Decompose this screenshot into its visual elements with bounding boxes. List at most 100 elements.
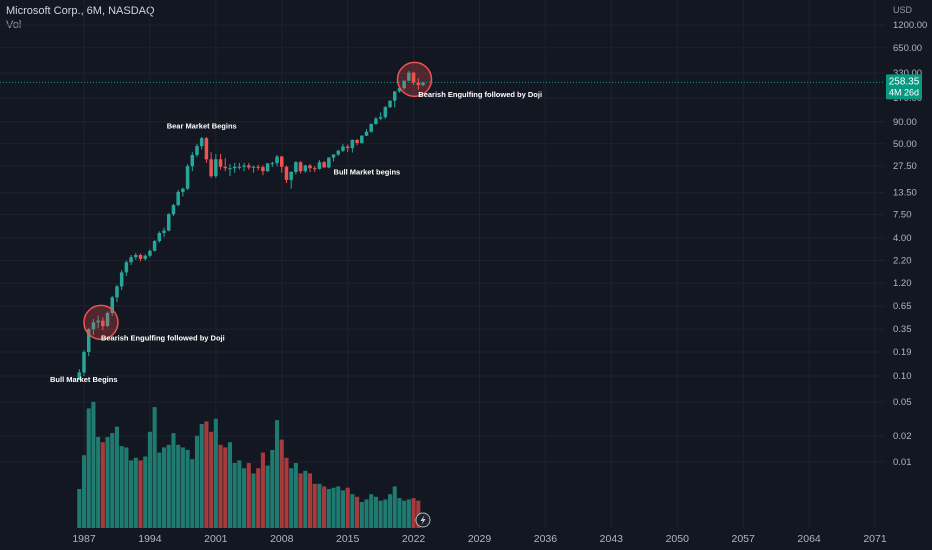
candle (369, 123, 373, 133)
volume-bar (237, 460, 242, 528)
candle (378, 112, 383, 121)
candle (105, 311, 110, 328)
candle (374, 117, 378, 125)
volume-bar (260, 452, 265, 528)
candlesticks (77, 71, 425, 380)
candle (411, 72, 416, 85)
volume-bar (77, 489, 82, 528)
y-tick-label: 50.00 (893, 139, 917, 150)
volume-bar (213, 418, 218, 528)
grid (0, 0, 885, 528)
y-tick-label: 90.00 (893, 117, 917, 128)
volume-bar (279, 439, 284, 528)
volume-bar (199, 424, 204, 528)
volume-bar (223, 447, 228, 528)
candle (185, 164, 190, 191)
candle (209, 152, 213, 179)
volume-bar (345, 487, 350, 528)
volume-bar (143, 456, 148, 528)
volume-bar (194, 435, 200, 528)
candle (308, 164, 312, 172)
candle (86, 328, 91, 357)
volume-bar (293, 463, 298, 528)
y-tick-label: 330.00 (893, 68, 922, 79)
candle (251, 165, 256, 173)
volume-bar (227, 442, 233, 528)
volume-bar (355, 496, 360, 528)
candle (171, 203, 176, 217)
candle (247, 162, 251, 170)
candle (101, 317, 105, 331)
x-tick-label: 2043 (600, 533, 624, 545)
volume-bar (383, 499, 388, 528)
candle (360, 135, 364, 144)
x-tick-label: 2008 (270, 533, 294, 545)
y-tick-label: 2.20 (893, 255, 912, 266)
candle (289, 171, 293, 189)
x-tick-label: 1994 (138, 533, 162, 545)
volume-bar (402, 500, 407, 528)
candle (317, 159, 322, 170)
volume-bar (246, 463, 251, 528)
candle (256, 164, 260, 171)
candle (157, 231, 162, 243)
candle (294, 161, 298, 175)
volume-bar (387, 494, 393, 528)
x-tick-label: 2015 (336, 533, 360, 545)
candle (199, 136, 204, 150)
annotation-label: Bearish Engulfing followed by Doji (101, 333, 225, 342)
candle (284, 165, 289, 183)
volume-bar (91, 401, 96, 528)
candle (275, 155, 279, 167)
candle (350, 139, 355, 153)
volume-bar (392, 486, 397, 528)
candle (312, 166, 317, 172)
x-tick-label: 2071 (863, 533, 887, 545)
candle (190, 152, 195, 172)
volume-bar (326, 489, 331, 528)
x-tick-label: 2022 (402, 533, 426, 545)
volume-bar (298, 473, 303, 528)
volume-bar (96, 437, 101, 528)
volume-bar (331, 487, 336, 528)
x-tick-label: 1987 (72, 533, 96, 545)
y-tick-label: 1.20 (893, 278, 912, 289)
volume-bar (204, 421, 209, 528)
volume-bar (322, 486, 327, 528)
annotation-label: Bear Market Begins (167, 122, 237, 131)
candle (223, 158, 228, 172)
y-tick-label: 0.05 (893, 397, 912, 408)
volume-bar (218, 444, 223, 528)
volume-bar (152, 407, 157, 528)
volume-bar (340, 490, 346, 528)
candle (327, 157, 331, 169)
volume-bar (307, 473, 313, 528)
volume-bar (251, 473, 256, 528)
volume-bar (119, 446, 124, 528)
volume-bar (105, 437, 110, 528)
volume-bar (185, 450, 190, 528)
candle (204, 136, 209, 163)
candle (129, 254, 133, 265)
candle (138, 253, 143, 262)
candle (364, 129, 369, 137)
candle (228, 164, 232, 177)
candle (265, 162, 270, 172)
lightning-icon[interactable] (415, 512, 431, 528)
candle (110, 296, 115, 316)
price-label-countdown: 4M 26d (889, 87, 919, 97)
candle (261, 165, 265, 176)
volume-bar (369, 494, 374, 528)
candle (383, 105, 388, 119)
y-tick-label: 0.35 (893, 324, 912, 335)
candle (152, 240, 157, 252)
volume-bar (359, 502, 364, 528)
volume-bar (270, 450, 275, 528)
candle (115, 284, 119, 303)
annotation-label: Bull Market begins (334, 167, 401, 176)
candle (181, 187, 185, 197)
candle (134, 252, 138, 260)
candle (270, 161, 275, 167)
x-tick-label: 2064 (797, 533, 821, 545)
